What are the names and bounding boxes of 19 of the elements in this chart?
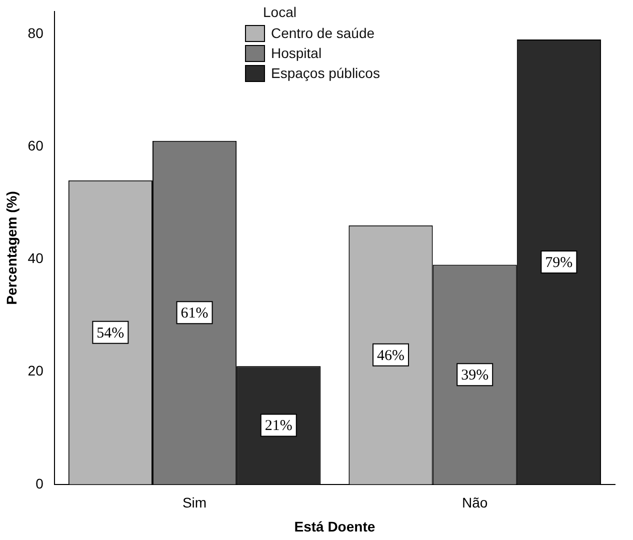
legend-label: Espaços públicos — [271, 65, 380, 81]
data-label: 79% — [545, 254, 573, 271]
y-tick-label: 60 — [28, 137, 44, 154]
y-tick-label: 40 — [28, 250, 44, 266]
data-label: 21% — [264, 418, 292, 434]
data-label: 39% — [461, 368, 489, 384]
legend-label: Centro de saúde — [271, 25, 375, 41]
legend-label: Hospital — [271, 45, 322, 61]
x-tick-label: Sim — [182, 494, 207, 511]
x-tick-label: Não — [462, 494, 488, 511]
legend-title: Local — [263, 4, 298, 20]
y-tick-label: 0 — [36, 475, 44, 492]
y-axis-title: Percentagem (%) — [3, 191, 20, 305]
x-axis-title: Está Doente — [294, 518, 376, 534]
data-label: 54% — [96, 325, 124, 342]
data-label: 46% — [377, 348, 404, 364]
y-tick-label: 20 — [28, 362, 44, 379]
data-label: 61% — [180, 306, 208, 322]
y-tick-label: 80 — [28, 24, 44, 41]
